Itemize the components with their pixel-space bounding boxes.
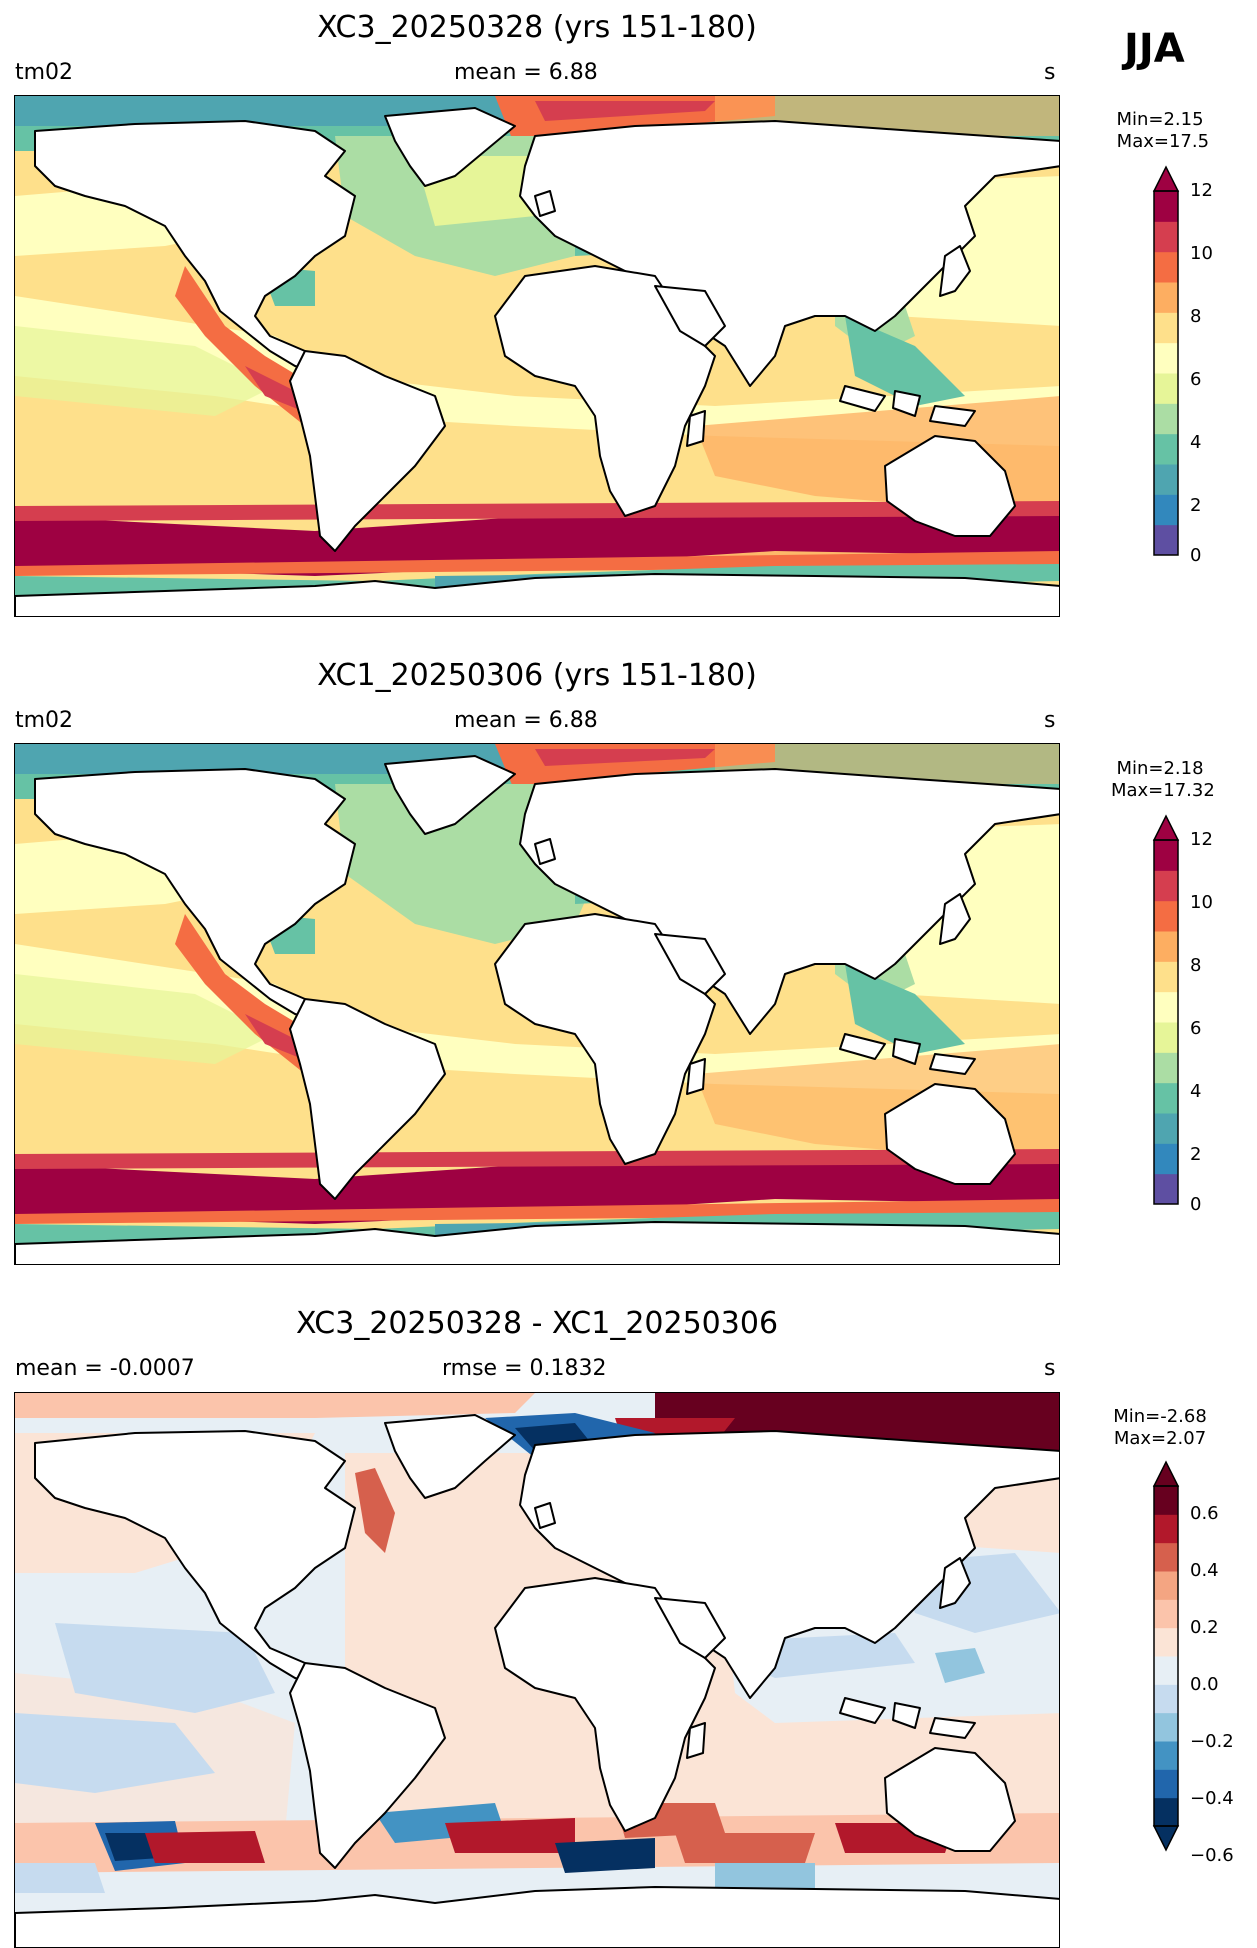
colorbar-segment (1154, 931, 1178, 962)
colorbar-segment (1154, 312, 1178, 344)
colorbar-segment (1154, 1712, 1178, 1742)
panel2-colorbar (1150, 814, 1182, 1206)
cb3-tick-0.0: 0.0 (1190, 1674, 1219, 1695)
colorbar-segment (1154, 251, 1178, 283)
colorbar-segment (1154, 961, 1178, 993)
colorbar-outline (1153, 839, 1179, 1205)
colorbar-outline (1153, 190, 1179, 556)
colorbar-segment (1154, 991, 1178, 1023)
colorbar-segment (1154, 1052, 1178, 1084)
cb2-tick-10: 10 (1190, 892, 1213, 913)
colorbar-segment (1154, 403, 1178, 435)
cb3-tick-neg0.4: −0.4 (1190, 1788, 1234, 1809)
colorbar-segment (1154, 373, 1178, 404)
cb1-tick-10: 10 (1190, 243, 1213, 264)
colorbar-segment (1154, 221, 1178, 253)
cb1-tick-0: 0 (1190, 545, 1202, 566)
colorbar-extend-max (1152, 1460, 1180, 1487)
cb1-tick-4: 4 (1190, 432, 1202, 453)
colorbar-segment (1154, 1684, 1178, 1714)
panel1-mean-label: mean = 6.88 (454, 60, 598, 85)
colorbar-segment (1154, 840, 1178, 871)
panel2-units-label: s (1044, 708, 1056, 733)
panel2-title: XC1_20250306 (yrs 151-180) (317, 658, 757, 693)
colorbar-extend-min (1152, 1825, 1180, 1852)
panel1-colorbar-ticks: 12 10 8 6 4 2 0 (1190, 165, 1250, 566)
colorbar-segment (1154, 1113, 1178, 1144)
panel3-rmse-label: rmse = 0.1832 (442, 1356, 607, 1381)
colorbar-segment (1154, 342, 1178, 374)
colorbar-segment (1154, 1082, 1178, 1114)
cb2-tick-0: 0 (1190, 1194, 1202, 1215)
colorbar-segment (1154, 1797, 1178, 1827)
colorbar-segment (1154, 1143, 1178, 1175)
colorbar-segment (1154, 1599, 1178, 1629)
colorbar-segment (1154, 282, 1178, 313)
panel3-map (14, 1392, 1060, 1948)
colorbar-segment (1154, 870, 1178, 902)
panel2-variable-label: tm02 (15, 708, 74, 733)
cb3-tick-0.4: 0.4 (1190, 1560, 1219, 1581)
colorbar-segment (1154, 191, 1178, 222)
colorbar-segment (1154, 1486, 1178, 1515)
colorbar-segment (1154, 900, 1178, 932)
cb2-tick-2: 2 (1190, 1144, 1202, 1165)
colorbar-segment (1154, 433, 1178, 465)
panel1-units-label: s (1044, 60, 1056, 85)
colorbar-segment (1154, 494, 1178, 526)
cb3-tick-0.6: 0.6 (1190, 1503, 1219, 1524)
cb2-tick-6: 6 (1190, 1018, 1202, 1039)
colorbar-segment (1154, 1656, 1178, 1685)
panel2-mean-label: mean = 6.88 (454, 708, 598, 733)
panel3-colorbar-ticks: 0.6 0.4 0.2 0.0 −0.2 −0.4 −0.6 (1190, 1460, 1250, 1866)
panel2-minmax-label: Min=2.18 Max=17.32 (1110, 758, 1215, 801)
panel2-colorbar-ticks: 12 10 8 6 4 2 0 (1190, 814, 1250, 1215)
colorbar-segment (1154, 1571, 1178, 1600)
cb3-tick-0.2: 0.2 (1190, 1617, 1219, 1638)
panel3-minmax-label: Min=-2.68 Max=2.07 (1113, 1406, 1207, 1449)
panel1-variable-label: tm02 (15, 60, 74, 85)
panel1-title: XC3_20250328 (yrs 151-180) (317, 10, 757, 45)
cb1-tick-12: 12 (1190, 180, 1213, 201)
cb1-tick-8: 8 (1190, 306, 1202, 327)
panel3-mean-label: mean = -0.0007 (15, 1356, 195, 1381)
colorbar-segment (1154, 1769, 1178, 1799)
colorbar-segment (1154, 464, 1178, 495)
colorbar-segment (1154, 1514, 1178, 1544)
panel1-colorbar (1150, 165, 1182, 557)
colorbar-segment (1154, 524, 1178, 556)
cb3-tick-neg0.2: −0.2 (1190, 1731, 1234, 1752)
panel3-units-label: s (1044, 1356, 1056, 1381)
panel1-map (14, 95, 1060, 617)
season-label: JJA (1124, 26, 1185, 72)
panel3-title: XC3_20250328 - XC1_20250306 (295, 1306, 779, 1341)
cb1-tick-6: 6 (1190, 369, 1202, 390)
colorbar-segment (1154, 1022, 1178, 1053)
colorbar-extend-max (1152, 814, 1180, 841)
colorbar-outline (1153, 1485, 1179, 1827)
cb1-tick-2: 2 (1190, 495, 1202, 516)
colorbar-segment (1154, 1741, 1178, 1770)
cb2-tick-4: 4 (1190, 1081, 1202, 1102)
colorbar-segment (1154, 1542, 1178, 1572)
cb2-tick-12: 12 (1190, 829, 1213, 850)
cb2-tick-8: 8 (1190, 955, 1202, 976)
colorbar-segment (1154, 1173, 1178, 1205)
panel1-minmax-label: Min=2.15 Max=17.5 (1116, 109, 1210, 152)
colorbar-extend-max (1152, 165, 1180, 192)
colorbar-segment (1154, 1627, 1178, 1657)
panel3-colorbar (1150, 1460, 1182, 1852)
panel2-map (14, 743, 1060, 1265)
cb3-tick-neg0.6: −0.6 (1190, 1845, 1234, 1866)
